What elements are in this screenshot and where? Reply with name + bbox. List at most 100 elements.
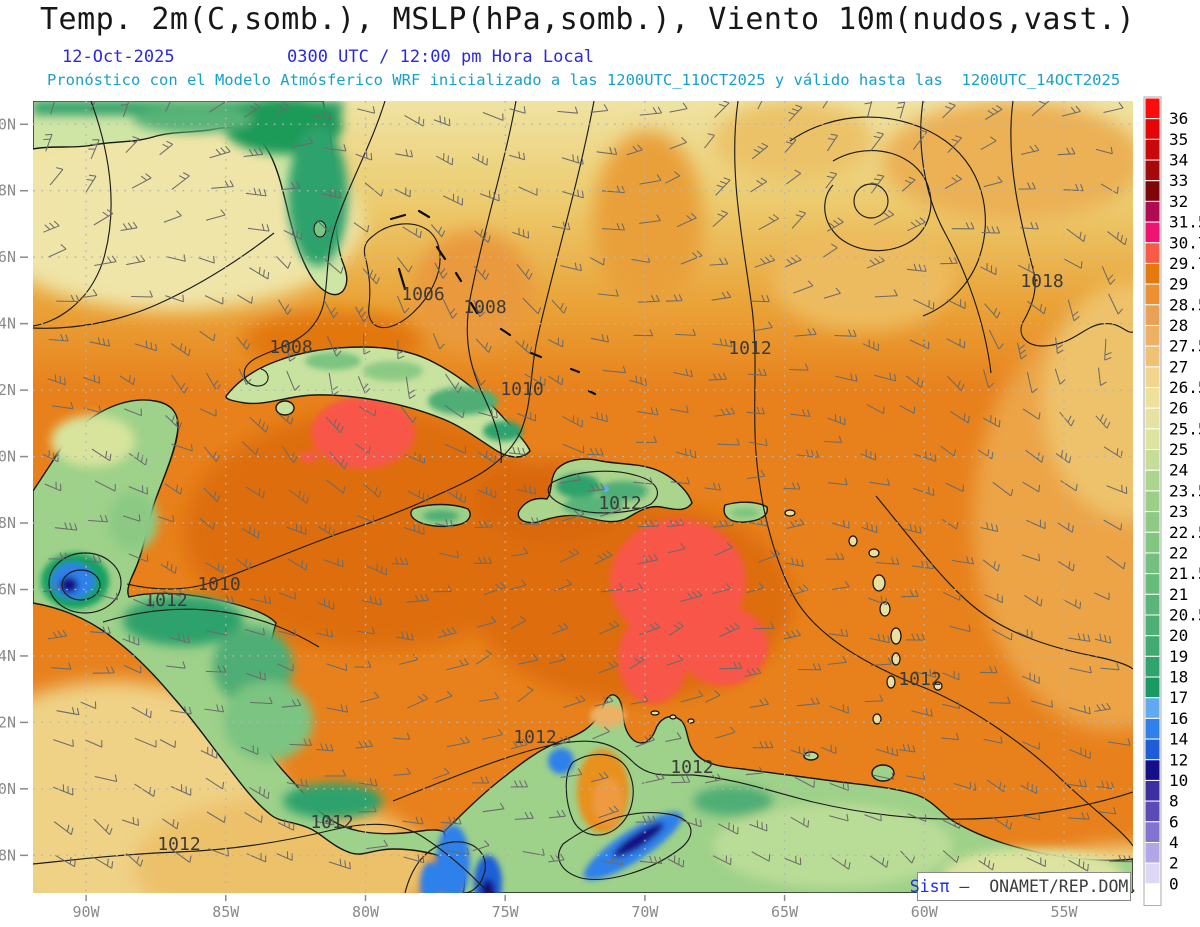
colorbar-label: 28.5 bbox=[1169, 295, 1200, 314]
colorbar-label: 21 bbox=[1169, 585, 1188, 604]
colorbar-box bbox=[1144, 573, 1161, 595]
lon-tick-label: 75W bbox=[492, 903, 520, 921]
colorbar-box bbox=[1144, 428, 1161, 451]
colorbar-box bbox=[1144, 304, 1161, 326]
colorbar-box bbox=[1144, 717, 1161, 740]
colorbar-label: 17 bbox=[1169, 688, 1188, 707]
pico-duarte-cold-spot bbox=[603, 486, 609, 492]
colorbar-box bbox=[1144, 800, 1161, 823]
colorbar-box bbox=[1144, 324, 1161, 347]
isobar-label: 1018 bbox=[1020, 271, 1063, 292]
colorbar-box bbox=[1144, 655, 1161, 678]
colorbar-label: 18 bbox=[1169, 668, 1188, 687]
colorbar-label: 24 bbox=[1169, 461, 1188, 480]
colorbar-box bbox=[1144, 97, 1161, 120]
hot-spots bbox=[300, 397, 768, 704]
forecast-note: Pronóstico con el Modelo Atmósferico WRF… bbox=[47, 71, 1121, 89]
colorbar-label: 8 bbox=[1169, 792, 1179, 811]
lat-tick-label: 24N bbox=[0, 315, 16, 333]
isobar-label: 1012 bbox=[157, 834, 200, 855]
colorbar-box bbox=[1144, 118, 1161, 140]
colorbar-box bbox=[1144, 180, 1161, 202]
lon-tick-label: 85W bbox=[212, 903, 240, 921]
lat-tick-label: 20N bbox=[0, 448, 16, 466]
colorbar-box bbox=[1144, 593, 1161, 616]
colorbar-label: 36 bbox=[1169, 109, 1188, 128]
isobar-label: 1012 bbox=[728, 338, 771, 359]
colorbar-label: 20 bbox=[1169, 626, 1188, 645]
colorbar-label: 26.5 bbox=[1169, 378, 1200, 397]
lat-tick-label: 12N bbox=[0, 713, 16, 731]
colorbar-label: 22 bbox=[1169, 543, 1188, 562]
colorbar-label: 31.5 bbox=[1169, 213, 1200, 232]
colorbar-box bbox=[1144, 159, 1161, 182]
colorbar-box bbox=[1144, 200, 1161, 223]
colorbar-box bbox=[1144, 138, 1161, 161]
colorbar-label: 22.5 bbox=[1169, 523, 1200, 542]
colorbar-label: 27.5 bbox=[1169, 337, 1200, 356]
lon-tick-label: 80W bbox=[352, 903, 380, 921]
colorbar-label: 23.5 bbox=[1169, 481, 1200, 500]
colorbar-box bbox=[1144, 262, 1161, 285]
isobar-label: 1010 bbox=[500, 379, 543, 400]
forecast-time: 0300 UTC / 12:00 pm Hora Local bbox=[287, 47, 595, 67]
colorbar-box bbox=[1144, 821, 1161, 843]
colorbar-label: 16 bbox=[1169, 709, 1188, 728]
forecast-date: 12-Oct-2025 bbox=[62, 47, 175, 67]
colorbar-box bbox=[1144, 407, 1161, 430]
colorbar-box bbox=[1144, 552, 1161, 575]
colorbar-label: 29 bbox=[1169, 275, 1188, 294]
colorbar-label: 0 bbox=[1169, 874, 1179, 893]
isobar-contours bbox=[33, 101, 1133, 893]
lon-tick-label: 55W bbox=[1050, 903, 1078, 921]
colorbar-label: 12 bbox=[1169, 750, 1188, 769]
colorbar-box bbox=[1144, 242, 1161, 264]
lesser-antilles-islands bbox=[650, 509, 943, 725]
temperature-colorbar: 363534333231.530.729.72928.52827.52726.5… bbox=[1143, 96, 1200, 907]
colorbar-box bbox=[1144, 862, 1161, 885]
colorbar-label: 35 bbox=[1169, 130, 1188, 149]
colorbar-box bbox=[1144, 779, 1161, 802]
colorbar-box bbox=[1144, 614, 1161, 637]
lon-tick-label: 60W bbox=[911, 903, 939, 921]
page-title: Temp. 2m(C,somb.), MSLP(hPa,somb.), Vien… bbox=[40, 2, 1136, 37]
colorbar-label: 27 bbox=[1169, 357, 1188, 376]
colorbar-box bbox=[1144, 490, 1161, 513]
colorbar-box bbox=[1144, 221, 1161, 244]
colorbar-box bbox=[1144, 759, 1161, 781]
axis-labels: 30N 28N 26N 24N 22N 20N 18N 16N 14N 12N 10N 8N 90W 85… bbox=[0, 115, 1079, 921]
colorbar-box bbox=[1144, 366, 1161, 389]
colorbar-label: 20.5 bbox=[1169, 606, 1200, 625]
colorbar-label: 29.7 bbox=[1169, 254, 1200, 273]
isle-of-youth bbox=[275, 400, 295, 416]
colorbar-label: 6 bbox=[1169, 812, 1179, 831]
colorbar-label: 23 bbox=[1169, 502, 1188, 521]
colorbar-box bbox=[1144, 511, 1161, 533]
colorbar-label: 32 bbox=[1169, 192, 1188, 211]
margarita bbox=[803, 751, 819, 761]
brand-label: Sisπ bbox=[909, 877, 950, 896]
colorbar-label: 34 bbox=[1169, 151, 1188, 170]
isobar-label: 1012 bbox=[310, 812, 353, 833]
colorbar-label: 28 bbox=[1169, 316, 1188, 335]
temperature-field: 1006 1008 1008 1010 1012 1018 1012 1010 1012 1012… bbox=[33, 101, 1133, 893]
colorbar-box bbox=[1144, 676, 1161, 699]
colorbar-label: 14 bbox=[1169, 730, 1188, 749]
colorbar-label: 25.5 bbox=[1169, 419, 1200, 438]
colorbar-box bbox=[1144, 469, 1161, 492]
colorbar-label: 10 bbox=[1169, 771, 1188, 790]
isobar-labels: 1006 1008 1008 1010 1012 1018 1012 1010 1012 1012… bbox=[144, 271, 1063, 855]
colorbar-label: 26 bbox=[1169, 399, 1188, 418]
colorbar-box bbox=[1144, 387, 1161, 409]
lat-tick-label: 30N bbox=[0, 115, 16, 133]
isobar-label: 1008 bbox=[463, 297, 506, 318]
isobar-label: 1010 bbox=[197, 574, 240, 595]
org-label: – ONAMET/REP.DOM. bbox=[949, 877, 1139, 896]
isobar-label: 1008 bbox=[269, 337, 312, 358]
isobar-label: 1012 bbox=[670, 757, 713, 778]
colorbar-box bbox=[1144, 449, 1161, 471]
colorbar-label: 25 bbox=[1169, 440, 1188, 459]
isobar-label: 1012 bbox=[898, 669, 941, 690]
colorbar-box bbox=[1144, 531, 1161, 554]
